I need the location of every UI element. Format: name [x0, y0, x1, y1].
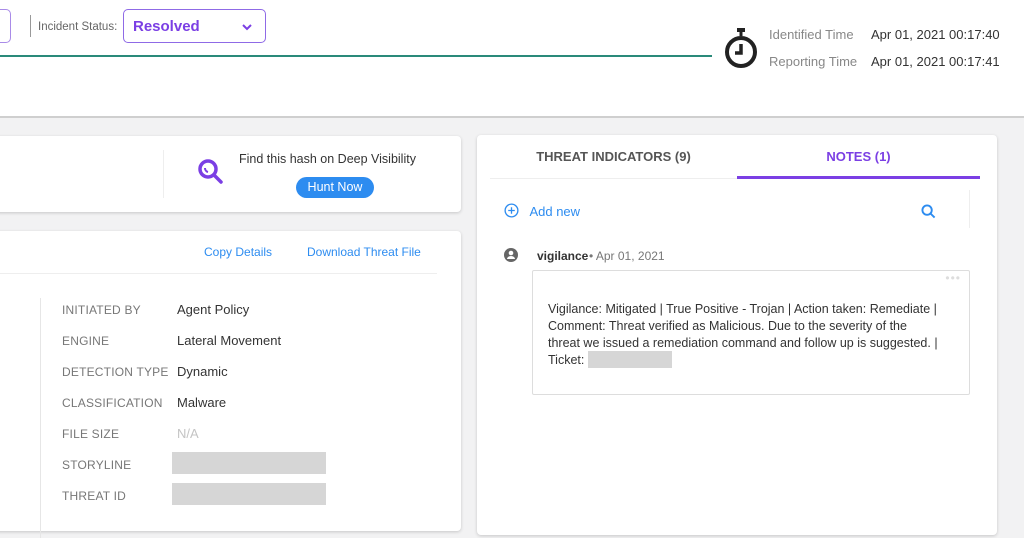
identified-time-label: Identified Time: [769, 27, 854, 42]
detail-label: INITIATED BY: [62, 303, 141, 317]
incident-status-dropdown[interactable]: Resolved: [123, 9, 266, 43]
add-new-button[interactable]: Add new: [504, 203, 580, 221]
incident-status-value: Resolved: [133, 18, 200, 35]
tab-label: NOTES (1): [826, 149, 891, 164]
detail-value: Lateral Movement: [177, 333, 282, 348]
previous-dropdown[interactable]: [0, 9, 11, 43]
download-threat-file-link[interactable]: Download Threat File: [307, 245, 421, 259]
user-avatar-icon: [504, 248, 518, 262]
redacted-value: [172, 452, 326, 474]
detail-label: ENGINE: [62, 334, 110, 348]
incident-status-label: Incident Status:: [38, 21, 118, 33]
reporting-time-label: Reporting Time: [769, 54, 858, 69]
stopwatch-icon: [725, 28, 757, 68]
threat-details-card: Copy Details Download Threat File INITIA…: [0, 231, 461, 538]
more-options-icon[interactable]: •••: [945, 271, 961, 285]
tab-notes[interactable]: NOTES (1): [737, 135, 980, 179]
status-progress-line: [0, 55, 712, 57]
detail-value: Agent Policy: [177, 302, 250, 317]
divider: [30, 15, 31, 37]
hunt-text: Find this hash on Deep Visibility: [239, 152, 416, 166]
incident-header: Incident Status: Resolved Identified Tim…: [0, 0, 1024, 118]
note-line: Comment: Threat verified as Malicious. D…: [548, 318, 907, 333]
note-text: Vigilance: Mitigated | True Positive - T…: [548, 301, 938, 369]
reporting-time-value: Apr 01, 2021 00:17:41: [871, 54, 1000, 69]
detail-value: Dynamic: [177, 364, 228, 379]
detail-label: STORYLINE: [62, 458, 132, 472]
chevron-down-icon: [242, 24, 252, 31]
divider: [969, 190, 970, 228]
note-date: • Apr 01, 2021: [589, 249, 665, 263]
divider: [0, 273, 437, 274]
tab-threat-indicators[interactable]: THREAT INDICATORS (9): [490, 135, 737, 179]
detail-label: CLASSIFICATION: [62, 396, 163, 410]
ticket-label: Ticket:: [548, 353, 585, 368]
detail-label: FILE SIZE: [62, 427, 120, 441]
detail-label: THREAT ID: [62, 489, 127, 503]
add-new-label: Add new: [529, 204, 581, 219]
note-line-ticket: Ticket:: [548, 351, 938, 369]
note-line: threat we issued a remediation command a…: [548, 335, 938, 350]
hunt-card: Find this hash on Deep Visibility Hunt N…: [0, 136, 461, 212]
redacted-ticket: [588, 351, 673, 369]
detail-label: DETECTION TYPE: [62, 365, 169, 379]
deep-visibility-search-icon: [198, 159, 223, 184]
indicators-notes-panel: THREAT INDICATORS (9) NOTES (1) Add new …: [477, 135, 997, 535]
hunt-now-button[interactable]: Hunt Now: [296, 177, 374, 198]
note-body: ••• Vigilance: Mitigated | True Positive…: [532, 270, 970, 395]
plus-circle-icon: [504, 203, 519, 218]
note-author: vigilance: [537, 249, 589, 263]
detail-value: N/A: [177, 426, 199, 441]
divider: [40, 298, 41, 538]
tab-label: THREAT INDICATORS (9): [536, 149, 691, 164]
detail-value: Malware: [177, 395, 227, 410]
search-icon[interactable]: [921, 204, 936, 219]
redacted-value: [172, 483, 326, 505]
copy-details-link[interactable]: Copy Details: [204, 245, 273, 259]
divider: [163, 150, 164, 198]
note-line: Vigilance: Mitigated | True Positive - T…: [548, 302, 937, 316]
identified-time-value: Apr 01, 2021 00:17:40: [871, 27, 1000, 42]
